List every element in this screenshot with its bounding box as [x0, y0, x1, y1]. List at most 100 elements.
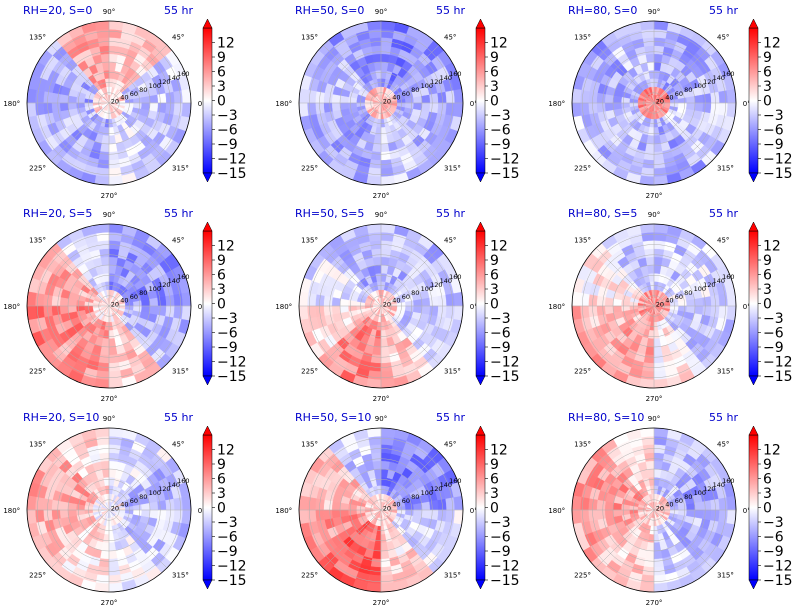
radial-tick-label: 160 — [449, 70, 461, 78]
colorbar-tick-label: −6 — [763, 530, 784, 546]
heatmap-cell — [98, 558, 110, 568]
colorbar-tick-label: −12 — [490, 355, 520, 371]
grid-spoke — [108, 102, 168, 162]
heatmap-cell — [726, 102, 737, 118]
radial-tick-label: 20 — [383, 301, 391, 309]
radial-tick-label: 60 — [402, 497, 410, 505]
colorbar-tick-label: 9 — [490, 253, 499, 269]
polar-frame — [26, 223, 192, 389]
panel-time-label: 55 hr — [709, 207, 738, 220]
heatmap-cell — [596, 509, 606, 521]
heatmap-cell — [323, 509, 333, 521]
colorbar-tick-label: −12 — [490, 559, 520, 575]
colorbar-tick-label: 9 — [490, 50, 499, 66]
heatmap-cell — [366, 20, 382, 31]
heatmap-cell — [380, 435, 395, 446]
colorbar-tick-label: 3 — [763, 486, 772, 502]
heatmap-cell — [67, 95, 77, 104]
heatmap-cell — [98, 248, 110, 258]
angle-tick-label: 90° — [103, 8, 115, 16]
angle-tick-label: 180° — [275, 100, 292, 108]
heatmap-cell — [373, 338, 382, 348]
heatmap-cell — [373, 135, 382, 145]
heatmap-cell — [51, 102, 61, 114]
radial-tick-label: 20 — [383, 98, 391, 106]
colorbar-extend-min — [202, 375, 213, 386]
heatmap-cell — [298, 305, 309, 321]
heatmap-cell — [686, 509, 696, 518]
radial-tick-label: 160 — [722, 273, 734, 281]
heatmap-cell — [718, 292, 729, 307]
heatmap-cell — [100, 346, 110, 356]
angle-tick-label: 135° — [29, 441, 46, 449]
angle-tick-label: 135° — [301, 237, 318, 245]
heatmap-cell — [718, 509, 729, 524]
colorbar-tick-label: −15 — [490, 573, 520, 589]
heatmap-cell — [34, 292, 45, 307]
heatmap-cell — [101, 542, 110, 552]
heatmap-cell — [173, 102, 184, 117]
colorbar-tick-label: 12 — [490, 239, 508, 255]
heatmap-cell — [26, 495, 37, 511]
angle-tick-label: 180° — [3, 507, 20, 515]
colorbar-tick-label: 3 — [217, 486, 226, 502]
colorbar-tick-label: 12 — [763, 239, 781, 255]
grid-spoke — [50, 305, 110, 365]
heatmap-cell — [94, 20, 110, 31]
heatmap-cell — [640, 231, 655, 242]
radial-tick-label: 120 — [430, 281, 442, 289]
heatmap-cell — [95, 231, 110, 242]
heatmap-cell — [596, 305, 606, 317]
heatmap-cell — [579, 292, 590, 307]
colorbar-tick-label: −3 — [217, 108, 238, 124]
colorbar-tick-label: 6 — [490, 65, 499, 81]
grid-spoke — [50, 247, 110, 307]
heatmap-cell — [367, 231, 382, 242]
angle-tick-label: 45° — [717, 237, 729, 245]
angle-tick-label: 315° — [172, 571, 189, 579]
grid-spoke — [108, 247, 168, 307]
colorbar-tick-label: −15 — [763, 573, 793, 589]
colorbar-tick-label: 0 — [217, 94, 226, 110]
colorbar-tick-label: −6 — [217, 326, 238, 342]
heatmap-cell — [646, 542, 655, 552]
heatmap-cell — [639, 582, 655, 593]
grid-spoke — [322, 102, 382, 162]
heatmap-cell — [653, 20, 669, 31]
heatmap-cell — [157, 92, 167, 104]
colorbar-body — [748, 27, 759, 174]
colorbar-tick-label: 0 — [490, 501, 499, 517]
heatmap-cell — [108, 354, 120, 364]
radial-tick-label: 20 — [111, 98, 119, 106]
heatmap-cell — [453, 305, 464, 321]
heatmap-cell — [108, 20, 124, 31]
heatmap-cell — [445, 305, 456, 320]
radial-tick-label: 20 — [656, 301, 664, 309]
angle-tick-label: 90° — [648, 8, 660, 16]
angle-tick-label: 180° — [3, 100, 20, 108]
angle-tick-label: 45° — [717, 441, 729, 449]
heatmap-cell — [157, 499, 167, 511]
radial-tick-label: 140 — [440, 277, 452, 285]
angle-tick-label: 135° — [301, 441, 318, 449]
heatmap-cell — [370, 452, 382, 462]
angle-tick-label: 180° — [548, 507, 565, 515]
heatmap-cell — [380, 378, 396, 389]
heatmap-cell — [571, 291, 582, 307]
heatmap-cell — [445, 89, 456, 104]
heatmap-cell — [413, 509, 423, 518]
colorbar-tick-label: −6 — [490, 530, 511, 546]
radial-tick-label: 60 — [130, 497, 138, 505]
heatmap-cell — [646, 338, 655, 348]
panel-title: RH=50, S=10 — [295, 411, 371, 424]
angle-tick-label: 90° — [648, 211, 660, 219]
colorbar-extend-max — [748, 18, 759, 29]
heatmap-cell — [571, 88, 582, 104]
heatmap-cell — [653, 151, 665, 161]
panel-time-label: 55 hr — [164, 411, 193, 424]
heatmap-cell — [380, 151, 392, 161]
angle-tick-label: 315° — [444, 367, 461, 375]
colorbar-body — [475, 434, 486, 581]
polar-frame — [571, 20, 737, 186]
